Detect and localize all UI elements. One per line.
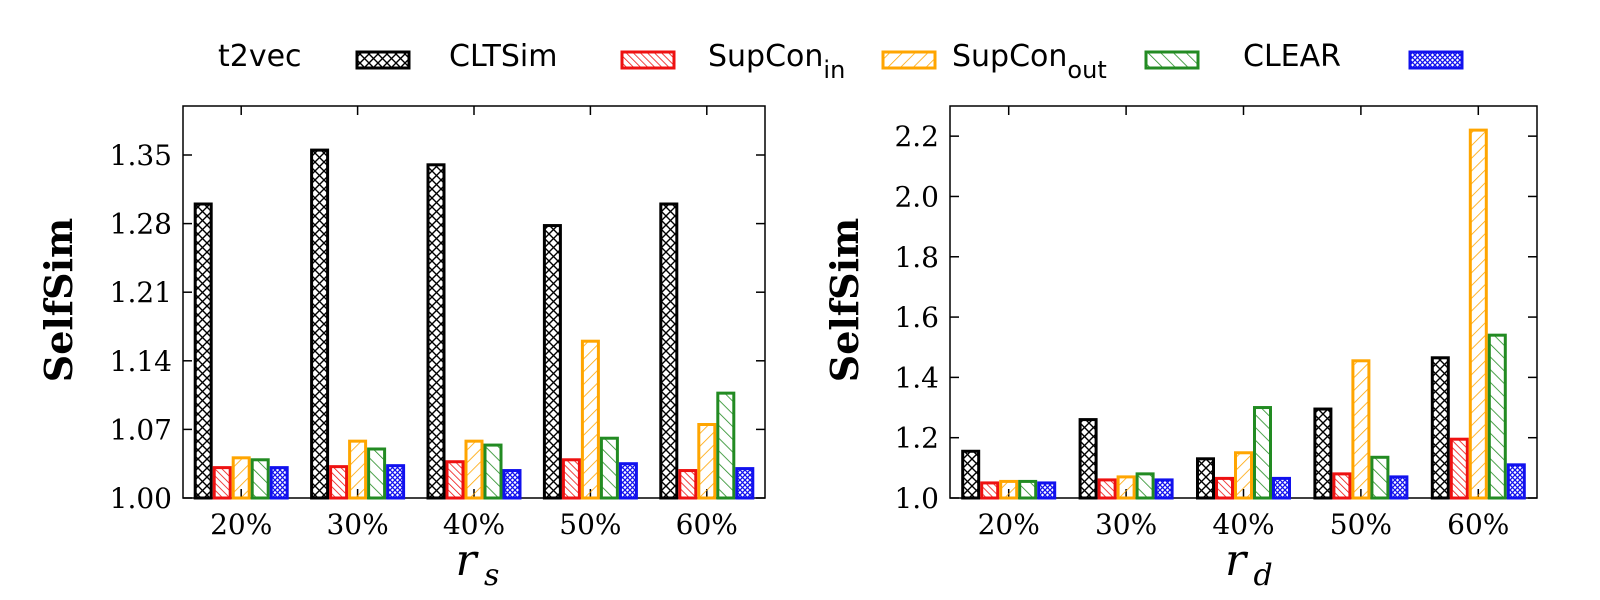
bar-series-3-50pct bbox=[599, 436, 619, 500]
x-axis-label-sub: s bbox=[484, 558, 499, 593]
legend-swatch-0 bbox=[355, 50, 411, 70]
bar-series-2-40pct bbox=[464, 439, 484, 500]
legend-label-sub-2: in bbox=[823, 56, 845, 84]
y-axis-label: SelfSim bbox=[36, 218, 81, 383]
chart-panel-rs: 1.00 1.07 1.14 1.21 1.28 1.35 20% 30% 40% 50% 60% S… bbox=[36, 105, 766, 593]
ytick-label: 1.00 bbox=[110, 482, 172, 515]
legend-label-sub-3: out bbox=[1067, 56, 1106, 84]
bar-series-2-20pct bbox=[231, 456, 251, 500]
xtick-label: 20% bbox=[210, 508, 272, 541]
ytick-label: 1.6 bbox=[894, 301, 939, 334]
bar-series-2-30pct bbox=[1116, 475, 1136, 500]
bar-series-1-40pct bbox=[445, 460, 465, 500]
xtick-label: 30% bbox=[326, 508, 388, 541]
bar-series-0-60pct bbox=[659, 202, 679, 500]
legend-label-3: SupConout bbox=[952, 39, 1107, 84]
bar-series-2-50pct bbox=[580, 339, 600, 500]
x-axis-label: r bbox=[455, 535, 479, 586]
bar-series-0-60pct bbox=[1430, 356, 1450, 500]
bar-series-1-50pct bbox=[1332, 472, 1352, 500]
legend-swatch-4 bbox=[1408, 50, 1464, 70]
legend: t2vec CLTSim SupConin SupConout CLEAR bbox=[218, 39, 1464, 84]
ytick-label: 1.8 bbox=[894, 241, 939, 274]
ytick-label: 1.4 bbox=[894, 361, 939, 394]
bar-series-1-40pct bbox=[1215, 476, 1234, 500]
bar-series-4-30pct bbox=[1154, 478, 1174, 500]
xtick-label: 60% bbox=[676, 508, 738, 541]
xtick-label: 20% bbox=[978, 508, 1040, 541]
bar-series-0-40pct bbox=[426, 163, 446, 500]
bar-series-4-20pct bbox=[1037, 481, 1057, 500]
bar-series-1-20pct bbox=[980, 481, 1000, 500]
bar-series-2-50pct bbox=[1351, 359, 1371, 500]
bar-series-4-40pct bbox=[502, 469, 522, 500]
bar-series-3-40pct bbox=[483, 443, 503, 500]
bar-series-1-50pct bbox=[561, 458, 581, 500]
bar-series-0-50pct bbox=[542, 224, 562, 500]
bar-series-2-60pct bbox=[697, 423, 717, 500]
bar-series-0-30pct bbox=[1078, 418, 1098, 500]
x-axis-label: r bbox=[1225, 535, 1249, 586]
ytick-label: 1.2 bbox=[894, 422, 939, 455]
bar-series-4-60pct bbox=[1506, 463, 1526, 500]
legend-label-2: SupConin bbox=[708, 39, 845, 84]
bar-series-1-30pct bbox=[329, 465, 349, 500]
ytick-label: 1.07 bbox=[110, 413, 172, 446]
bar-series-0-30pct bbox=[310, 148, 330, 500]
bar-series-3-20pct bbox=[1018, 479, 1038, 500]
bar-series-2-40pct bbox=[1234, 451, 1253, 500]
legend-swatch-2 bbox=[881, 50, 937, 70]
xtick-label: 50% bbox=[559, 508, 621, 541]
legend-label-0: t2vec bbox=[218, 39, 302, 74]
y-axis-label: SelfSim bbox=[822, 218, 867, 383]
bar-series-3-50pct bbox=[1370, 455, 1390, 500]
xtick-label: 30% bbox=[1095, 508, 1157, 541]
xtick-label: 50% bbox=[1330, 508, 1392, 541]
legend-label-4: CLEAR bbox=[1243, 39, 1341, 74]
bar-series-1-60pct bbox=[1449, 437, 1469, 500]
bar-series-0-50pct bbox=[1313, 407, 1333, 500]
bar-series-3-20pct bbox=[250, 458, 270, 500]
bar-series-4-20pct bbox=[269, 466, 289, 500]
xtick-label: 40% bbox=[443, 508, 505, 541]
bar-series-0-20pct bbox=[193, 202, 213, 500]
bar-series-3-30pct bbox=[1135, 472, 1155, 500]
bar-series-3-60pct bbox=[1487, 333, 1507, 500]
bar-series-4-50pct bbox=[1389, 475, 1409, 500]
ytick-label: 1.14 bbox=[110, 345, 172, 378]
ytick-label: 1.28 bbox=[110, 208, 172, 241]
bar-series-2-30pct bbox=[348, 439, 368, 500]
legend-swatch-1 bbox=[620, 50, 676, 70]
bar-series-1-30pct bbox=[1097, 478, 1117, 500]
bar-series-3-30pct bbox=[367, 447, 387, 500]
xtick-label: 60% bbox=[1447, 508, 1509, 541]
ytick-label: 1.0 bbox=[894, 482, 939, 515]
bar-series-4-40pct bbox=[1272, 476, 1291, 500]
bar-series-4-60pct bbox=[735, 467, 755, 500]
ytick-label: 1.21 bbox=[110, 276, 172, 309]
ytick-label: 2.0 bbox=[894, 180, 939, 213]
legend-swatch-3 bbox=[1144, 50, 1200, 70]
bar-series-2-20pct bbox=[999, 479, 1019, 500]
bar-series-4-30pct bbox=[386, 464, 406, 500]
bar-series-2-60pct bbox=[1468, 128, 1488, 500]
chart-panel-rd: 1.0 1.2 1.4 1.6 1.8 2.0 2.2 20% 30% 40% 50% 60% Self… bbox=[822, 105, 1538, 593]
ytick-label: 1.35 bbox=[110, 139, 172, 172]
bar-series-0-40pct bbox=[1196, 457, 1215, 500]
bar-series-3-40pct bbox=[1253, 406, 1272, 500]
ytick-label: 2.2 bbox=[894, 120, 939, 153]
xtick-label: 40% bbox=[1212, 508, 1274, 541]
bar-series-4-50pct bbox=[618, 462, 638, 500]
bar-series-1-20pct bbox=[212, 466, 232, 500]
bar-series-1-60pct bbox=[678, 469, 698, 500]
x-axis-label-sub: d bbox=[1254, 558, 1273, 593]
legend-label-1: CLTSim bbox=[449, 39, 557, 74]
bar-series-3-60pct bbox=[716, 391, 736, 500]
bar-series-0-20pct bbox=[961, 449, 981, 500]
